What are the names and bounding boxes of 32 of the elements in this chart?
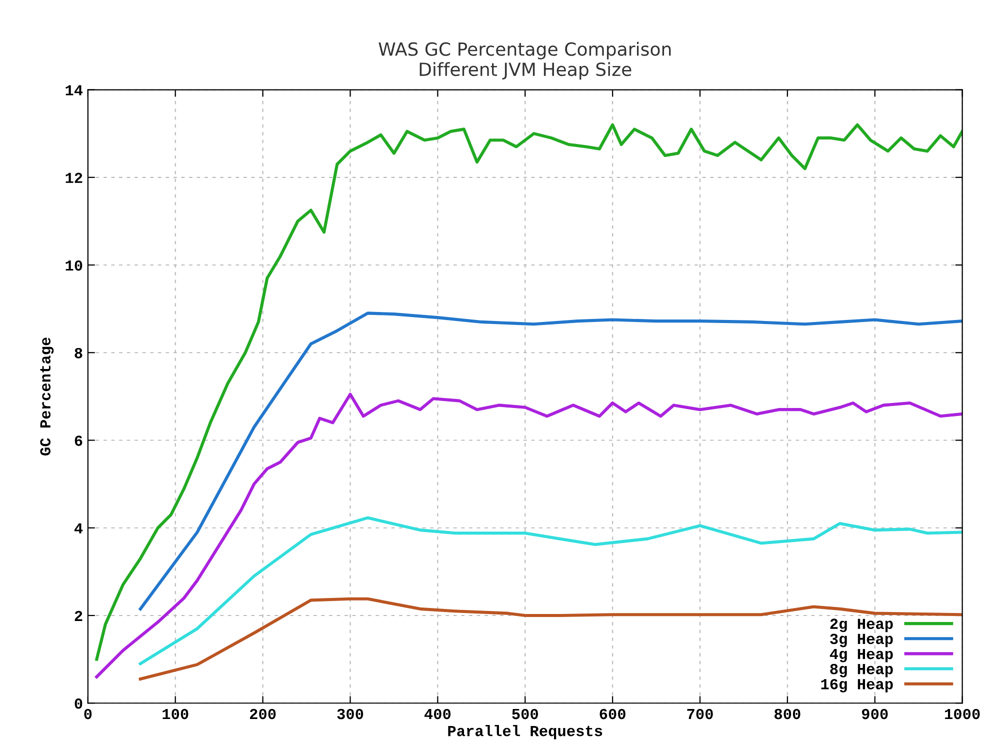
y-tick-label: 2 bbox=[74, 610, 82, 622]
x-tick-label: 100 bbox=[162, 708, 188, 720]
x-axis-title: Parallel Requests bbox=[448, 725, 602, 740]
y-tick-label: 10 bbox=[66, 260, 82, 271]
line-series bbox=[95, 123, 962, 661]
x-tick-label: 500 bbox=[512, 708, 538, 720]
x-tick-label: 200 bbox=[250, 708, 276, 720]
x-tick-label: 1000 bbox=[945, 708, 980, 720]
line-series bbox=[138, 516, 962, 666]
y-axis-title: GC Percentage bbox=[40, 338, 54, 456]
y-tick-label: 14 bbox=[66, 85, 83, 96]
x-tick-label: 800 bbox=[774, 708, 800, 720]
y-tick-label: 6 bbox=[74, 436, 82, 446]
x-tick-label: 0 bbox=[84, 708, 92, 720]
chart-title: WAS GC Percentage Comparison Different JVM Heap Size bbox=[378, 42, 671, 80]
x-tick-label: 400 bbox=[424, 708, 451, 720]
legend-label: 8g Heap bbox=[830, 664, 893, 678]
legend-label: 16g Heap bbox=[821, 678, 893, 692]
y-tick-label: 8 bbox=[74, 348, 82, 358]
line-series bbox=[95, 392, 962, 678]
y-tick-label: 12 bbox=[66, 172, 82, 183]
x-tick-label: 700 bbox=[687, 708, 713, 720]
x-tick-label: 600 bbox=[600, 708, 626, 720]
line-series bbox=[138, 597, 962, 681]
y-tick-label: 0 bbox=[74, 698, 82, 709]
line-series bbox=[138, 312, 962, 610]
legend-label: 3g Heap bbox=[830, 634, 893, 648]
x-tick-label: 900 bbox=[862, 708, 888, 720]
legend-label: 4g Heap bbox=[830, 648, 893, 662]
legend-label: 2g Heap bbox=[830, 618, 893, 632]
y-tick-label: 4 bbox=[74, 523, 83, 534]
x-tick-label: 300 bbox=[337, 708, 364, 720]
